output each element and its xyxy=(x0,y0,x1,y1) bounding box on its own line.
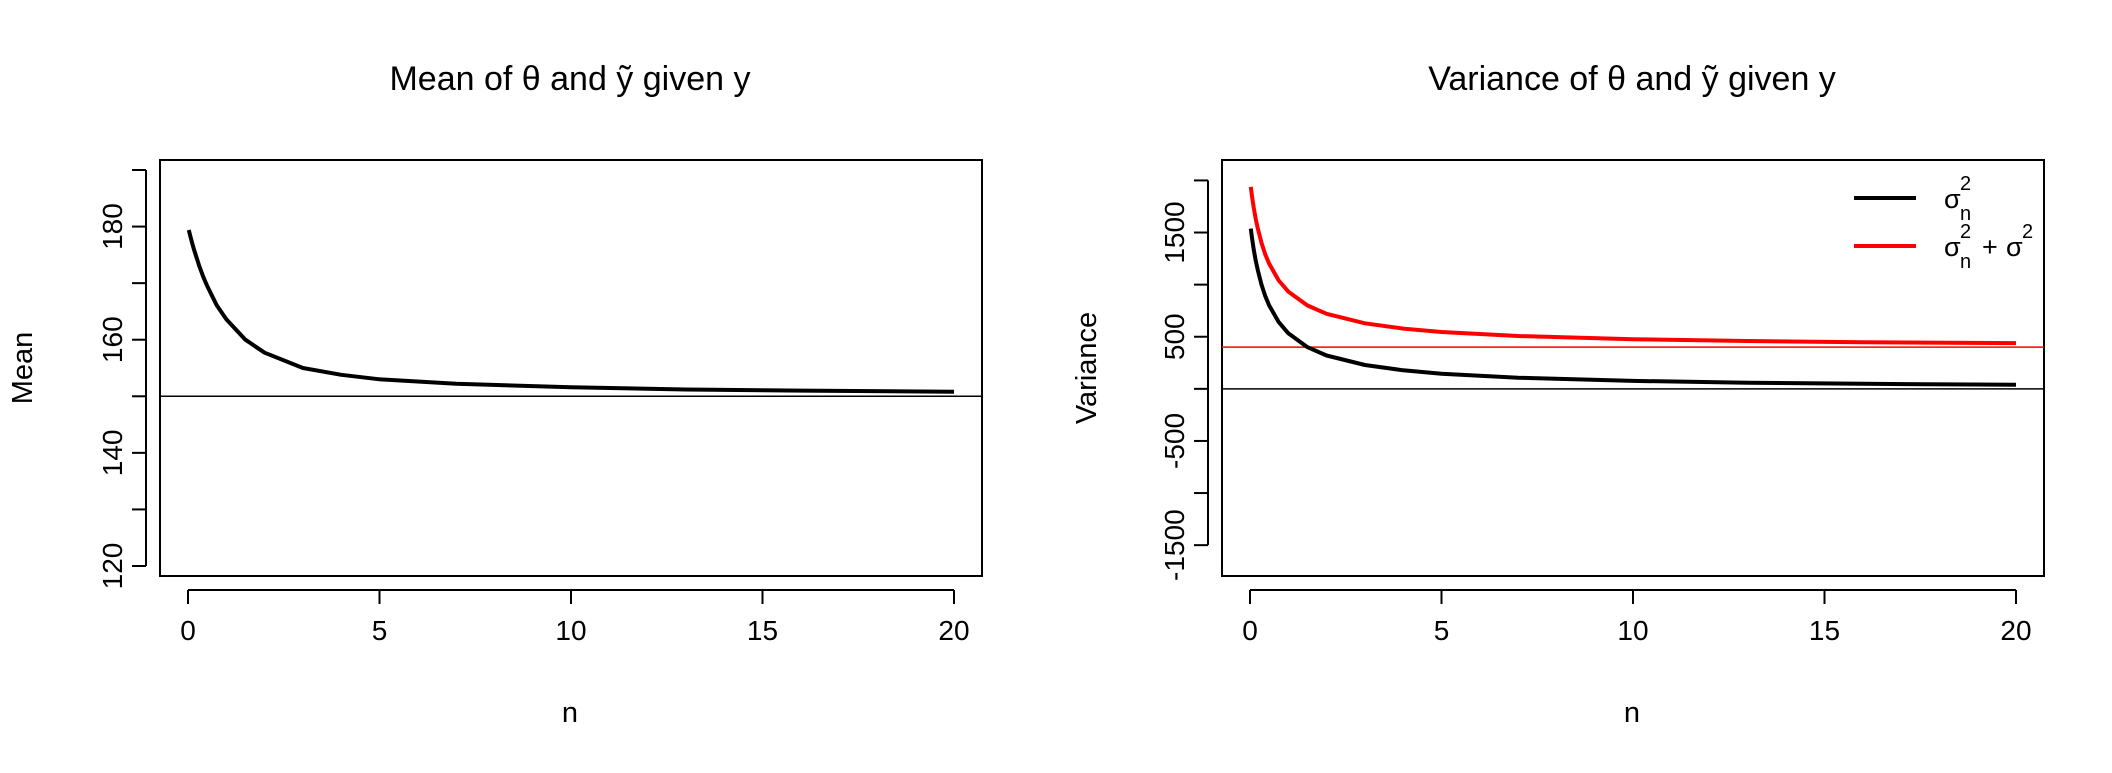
y-tick-label: -1500 xyxy=(1159,509,1190,581)
legend-sup: 2 xyxy=(1960,221,1971,243)
y-tick-label: 140 xyxy=(97,429,128,476)
series-lines xyxy=(1248,186,2017,387)
plot-frame xyxy=(1221,159,2045,577)
x-tick-label: 0 xyxy=(1242,615,1258,646)
x-tick-label: 15 xyxy=(1809,615,1840,646)
variance-chart: Variance of θ and ỹ given y 0 5 10 15 20 -15… xyxy=(1071,60,2045,729)
legend-symbol: σ xyxy=(1944,232,1961,262)
x-tick-label: 20 xyxy=(938,615,969,646)
x-axis: 0 5 10 15 20 xyxy=(1242,589,2032,646)
chart-title: Mean of θ and ỹ given y xyxy=(389,60,750,98)
series-line xyxy=(1248,186,2017,346)
x-axis: 0 5 10 15 20 xyxy=(180,589,970,646)
y-axis-label: Mean xyxy=(7,332,39,405)
y-tick-label: 1500 xyxy=(1159,201,1190,263)
plot-frame xyxy=(159,159,983,577)
series-line xyxy=(1248,228,2017,387)
legend-plus: + xyxy=(1982,232,1998,262)
x-tick-label: 5 xyxy=(372,615,388,646)
x-tick-label: 10 xyxy=(1617,615,1648,646)
x-tick-label: 10 xyxy=(555,615,586,646)
legend-sup: 2 xyxy=(2022,221,2033,243)
x-tick-label: 20 xyxy=(2000,615,2031,646)
chart-title: Variance of θ and ỹ given y xyxy=(1428,60,1836,98)
legend-sub: n xyxy=(1960,203,1971,225)
reference-lines xyxy=(1222,346,2044,390)
series-lines xyxy=(186,229,955,394)
y-tick-label: 160 xyxy=(97,316,128,363)
y-tick-label: 120 xyxy=(97,543,128,590)
y-axis-label: Variance xyxy=(1071,312,1103,424)
y-tick-label: -500 xyxy=(1159,413,1190,469)
y-tick-label: 500 xyxy=(1159,313,1190,360)
x-axis-label: n xyxy=(1624,697,1640,729)
y-axis: -1500 -500 500 1500 xyxy=(1159,179,1209,581)
series-line xyxy=(186,229,955,394)
y-axis: 120 140 160 180 xyxy=(97,169,147,590)
mean-chart: Mean of θ and ỹ given y 0 5 10 15 20 1201401… xyxy=(7,60,983,729)
x-axis-label: n xyxy=(562,697,578,729)
legend-sup: 2 xyxy=(1960,173,1971,195)
legend: σ 2nσ 2n + σ 2 xyxy=(1854,173,2033,273)
legend-symbol: σ xyxy=(2006,232,2023,262)
y-tick-label: 180 xyxy=(97,203,128,250)
x-tick-label: 15 xyxy=(747,615,778,646)
legend-symbol: σ xyxy=(1944,184,1961,214)
legend-sub: n xyxy=(1960,251,1971,273)
x-tick-label: 0 xyxy=(180,615,196,646)
x-tick-label: 5 xyxy=(1434,615,1450,646)
